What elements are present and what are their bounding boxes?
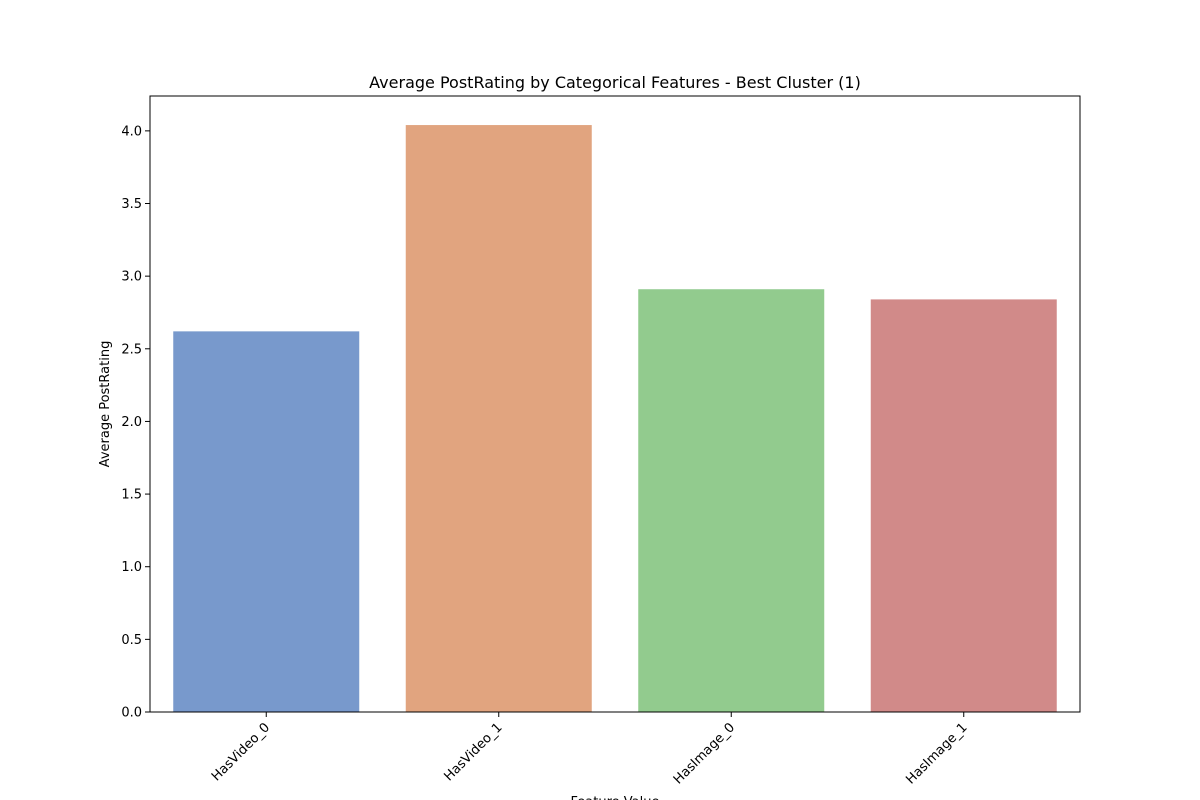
chart-title: Average PostRating by Categorical Featur… [369,73,861,92]
y-tick-label: 0.5 [121,633,142,648]
y-tick-label: 0.0 [121,706,142,721]
y-tick-label: 4.0 [121,124,142,139]
y-axis-label: Average PostRating [98,341,113,468]
bar [173,331,360,712]
y-tick-label: 3.0 [121,270,142,285]
x-tick-label: HasVideo_1 [441,720,505,784]
y-tick-label: 3.5 [121,197,142,212]
bar [638,289,825,712]
x-axis-label: Feature Value [571,795,660,800]
y-tick-label: 2.0 [121,415,142,430]
x-tick-label: HasImage_1 [903,720,970,787]
bar [405,125,592,713]
y-tick-label: 1.0 [121,560,142,575]
x-tick-label: HasVideo_0 [209,720,273,784]
plot-frame [149,95,1081,713]
bar [870,299,1057,712]
x-tick-label: HasImage_0 [671,720,738,787]
y-tick-label: 1.5 [121,488,142,503]
y-tick-label: 2.5 [121,342,142,357]
